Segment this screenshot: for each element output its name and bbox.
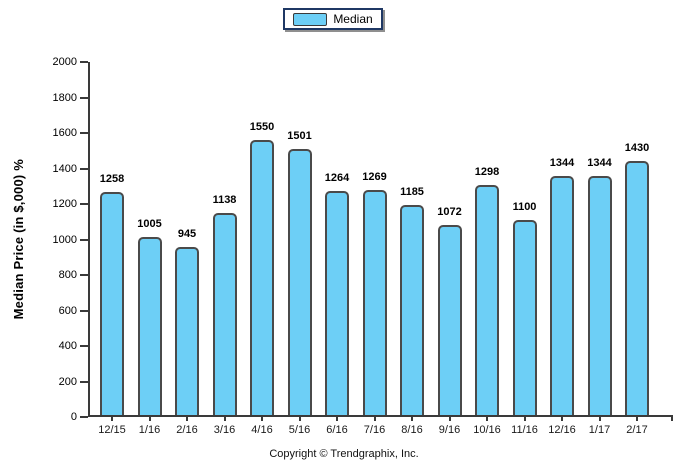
x-axis-end-tick [671,415,673,421]
y-axis-tick [80,380,88,383]
x-axis-tick-label: 10/16 [473,424,501,436]
y-axis-tick [80,274,88,276]
x-axis-tick-label: 2/16 [176,424,198,436]
y-axis-tick-label: 1400 [52,162,77,175]
bar-value-label: 1138 [212,194,237,207]
x-axis-tick [373,415,376,421]
bar-value-label: 1298 [474,165,500,178]
bar-11-16 [512,219,537,415]
bar-1-16 [137,236,162,415]
x-axis-tick [486,415,488,421]
bar-value-label: 1430 [624,142,650,155]
legend: Median [283,8,383,30]
y-axis-tick [80,309,88,312]
x-axis-tick-label: 1/17 [588,424,611,436]
bar-value-label: 1258 [99,172,125,185]
x-axis-tick [636,415,638,421]
x-axis-tick [598,415,601,421]
y-axis-tick [80,167,88,170]
y-axis-tick-label: 200 [58,375,77,388]
y-axis-tick-label: 0 [70,411,77,423]
y-axis-tick-label: 400 [58,340,77,352]
x-axis-tick-label: 2/17 [626,424,648,436]
x-axis-tick [561,415,563,421]
x-axis-tick [523,415,526,421]
bar-3-16 [212,213,237,415]
y-axis-tick-label: 800 [58,269,77,281]
bar-2-16 [175,247,199,415]
x-axis-tick [336,415,338,421]
bar-value-label: 1344 [549,157,575,170]
x-axis-tick-label: 6/16 [326,424,348,436]
bar-value-label: 1344 [587,157,612,170]
y-axis-tick [80,132,88,134]
bar-value-label: 1264 [324,171,350,184]
bar-8-16 [400,204,424,415]
x-axis-tick [186,415,188,421]
y-axis-tick [80,416,88,418]
y-axis-tick [80,61,88,63]
bar-value-label: 1072 [437,205,462,218]
bar-value-label: 1269 [362,170,387,183]
x-axis-tick-label: 12/16 [548,424,576,436]
x-axis-tick-label: 5/16 [288,424,311,436]
bar-value-label: 1100 [512,200,537,213]
y-axis-tick [80,238,88,241]
bar-2-17 [625,161,649,415]
x-axis-tick-label: 3/16 [213,424,236,436]
y-axis-tick-label: 1200 [52,198,77,210]
bar-4-16 [250,139,274,415]
bar-value-label: 945 [177,228,197,241]
copyright-text: Copyright © Trendgraphix, Inc. [269,448,419,460]
bar-value-label: 1185 [400,185,424,198]
x-axis-tick-label: 1/16 [138,424,161,436]
x-axis-tick [111,415,113,421]
x-axis-tick-label: 11/16 [511,424,538,436]
y-axis-tick [80,345,88,347]
y-axis-title-wrap: Median Price (in $,000) % [8,62,28,417]
x-axis-tick-label: 7/16 [363,424,386,436]
legend-swatch-median [293,12,328,26]
legend-label: Median [333,12,373,26]
x-axis-tick [261,415,263,421]
x-axis-tick [448,415,451,421]
x-axis-tick-label: 4/16 [251,424,273,436]
x-axis-tick [411,415,413,421]
y-axis-tick-label: 1800 [52,91,77,104]
bar-value-label: 1550 [249,120,275,133]
bar-10-16 [475,184,499,415]
x-axis-tick-label: 12/15 [98,424,126,436]
y-axis-tick-label: 1600 [52,127,77,139]
bar-6-16 [325,190,349,415]
y-axis-tick-label: 600 [58,304,77,317]
x-axis-tick-label: 8/16 [401,424,423,436]
bar-9-16 [437,224,462,415]
plot-area: 0 200 400 600 800 1000 1200 1400 1600 1800 2000 125… [53,56,673,436]
x-axis-tick-label: 9/16 [438,424,461,436]
bar-1-17 [587,176,612,415]
x-axis-tick [148,415,151,421]
bar-12-15 [100,191,124,415]
y-axis-title: Median Price (in $,000) % [10,159,26,320]
bar-value-label: 1005 [137,217,162,230]
x-axis-tick [298,415,301,421]
y-axis-tick [80,203,88,205]
y-axis-tick [80,96,88,99]
bar-value-label: 1501 [287,129,312,142]
bar-7-16 [362,189,387,415]
y-axis-tick-label: 2000 [52,56,77,68]
bar-5-16 [287,148,312,415]
bar-12-16 [550,176,574,415]
x-axis-tick [223,415,226,421]
y-axis-tick-label: 1000 [52,233,77,246]
